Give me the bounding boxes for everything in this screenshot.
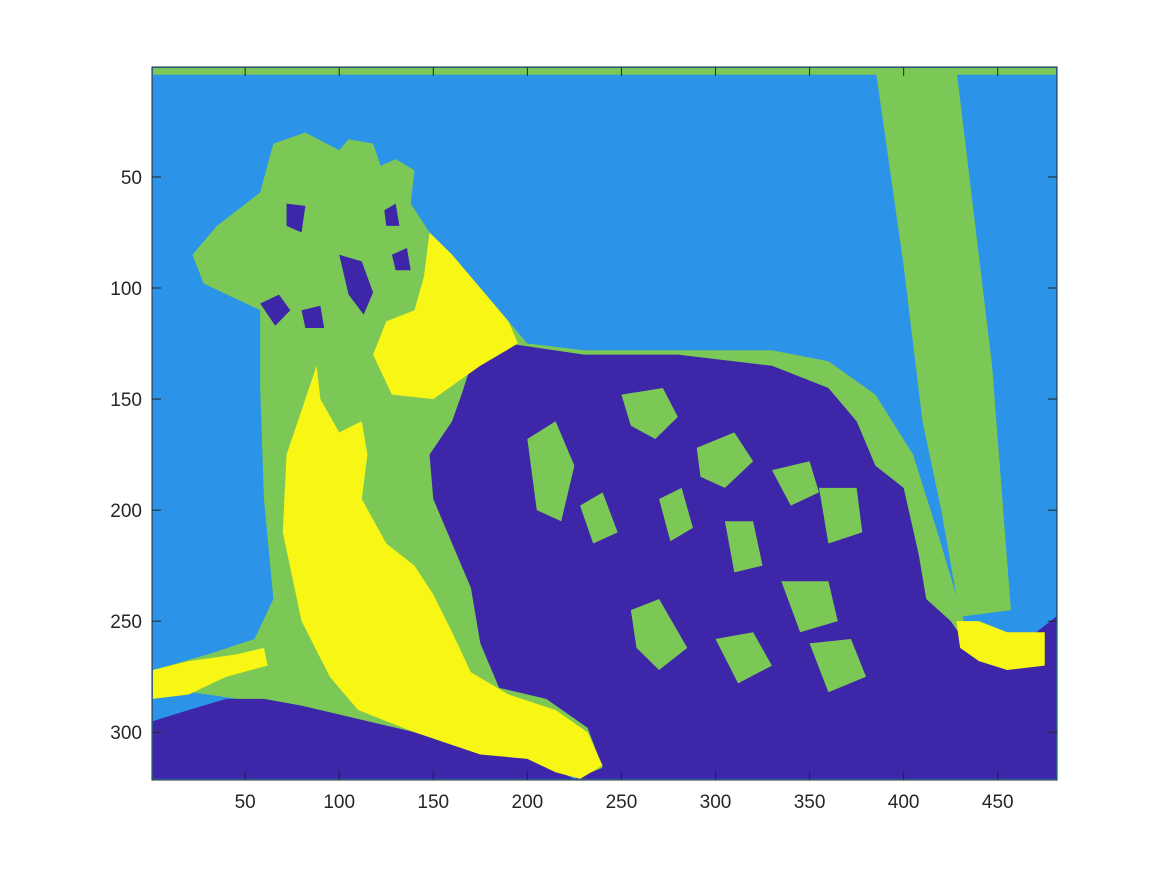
green-patch-10: [630, 598, 688, 671]
x-tick-label-250: 250: [606, 792, 638, 813]
y-tick-label-250: 250: [110, 612, 142, 633]
yellow-region-4: [956, 621, 1045, 671]
dark-region-4: [339, 254, 374, 315]
dark-region-7: [301, 305, 325, 328]
x-tick-label-300: 300: [700, 792, 732, 813]
dark-region-6: [391, 248, 411, 271]
x-tick-label-100: 100: [323, 792, 355, 813]
green-patch-3: [771, 461, 819, 506]
x-tick-label-400: 400: [888, 792, 920, 813]
y-tick-label-50: 50: [121, 168, 142, 189]
green-patch-7: [659, 487, 693, 542]
x-tick-label-350: 350: [794, 792, 826, 813]
x-tick-label-50: 50: [235, 792, 256, 813]
y-tick-label-200: 200: [110, 501, 142, 522]
dark-region-5: [384, 203, 400, 226]
x-tick-label-150: 150: [417, 792, 449, 813]
segmentation-regions: [152, 68, 1057, 779]
dark-region-3: [260, 294, 291, 326]
yellow-region-2: [282, 365, 603, 779]
dark-region-2: [286, 203, 306, 233]
green-patch-9: [781, 581, 838, 633]
green-patch-1: [621, 387, 678, 440]
y-tick-label-150: 150: [110, 390, 142, 411]
yellow-region-3: [152, 647, 268, 699]
green-patch-5: [527, 421, 575, 522]
axes-box: [151, 66, 1058, 781]
y-tick-label-300: 300: [110, 723, 142, 744]
green-patch-6: [580, 492, 618, 544]
green-patch-11: [715, 632, 772, 684]
y-axis: 50 100 150 200 250 300: [110, 168, 1057, 744]
green-patch-12: [809, 638, 867, 693]
x-tick-label-450: 450: [982, 792, 1014, 813]
x-tick-label-200: 200: [512, 792, 544, 813]
y-tick-label-100: 100: [110, 279, 142, 300]
green-region-1: [152, 68, 1057, 75]
green-patch-8: [724, 521, 763, 573]
green-patch-4: [818, 487, 863, 544]
x-axis: 50 100 150 200 250 300 350 400 450: [235, 67, 1014, 813]
green-patch-2: [696, 432, 754, 488]
yellow-region-1: [373, 232, 518, 400]
plot-area: [152, 67, 1057, 780]
green-region-2: [875, 68, 1011, 617]
